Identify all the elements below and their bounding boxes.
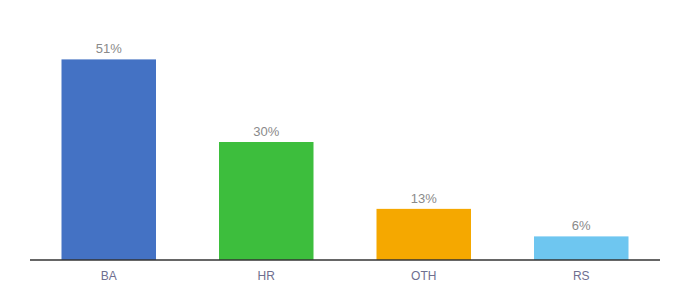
x-tick-label: BA: [101, 269, 117, 283]
data-label: 51%: [96, 41, 122, 56]
chart-svg: 51% 30% 13% 6% BA HR OTH RS: [0, 0, 680, 300]
bar: [534, 236, 629, 260]
x-axis-line: [30, 259, 660, 261]
bars: [62, 59, 629, 260]
x-tick-label: RS: [573, 269, 590, 283]
data-label: 30%: [253, 124, 279, 139]
x-tick-label: HR: [258, 269, 276, 283]
x-tick-label: OTH: [411, 269, 436, 283]
data-label: 6%: [572, 218, 591, 233]
bar: [219, 142, 314, 260]
data-label: 13%: [411, 191, 437, 206]
data-labels: 51% 30% 13% 6%: [96, 41, 591, 233]
x-axis: BA HR OTH RS: [101, 269, 590, 283]
bar: [62, 59, 157, 260]
bar: [377, 209, 472, 260]
chart-container: 51% 30% 13% 6% BA HR OTH RS: [0, 0, 680, 300]
